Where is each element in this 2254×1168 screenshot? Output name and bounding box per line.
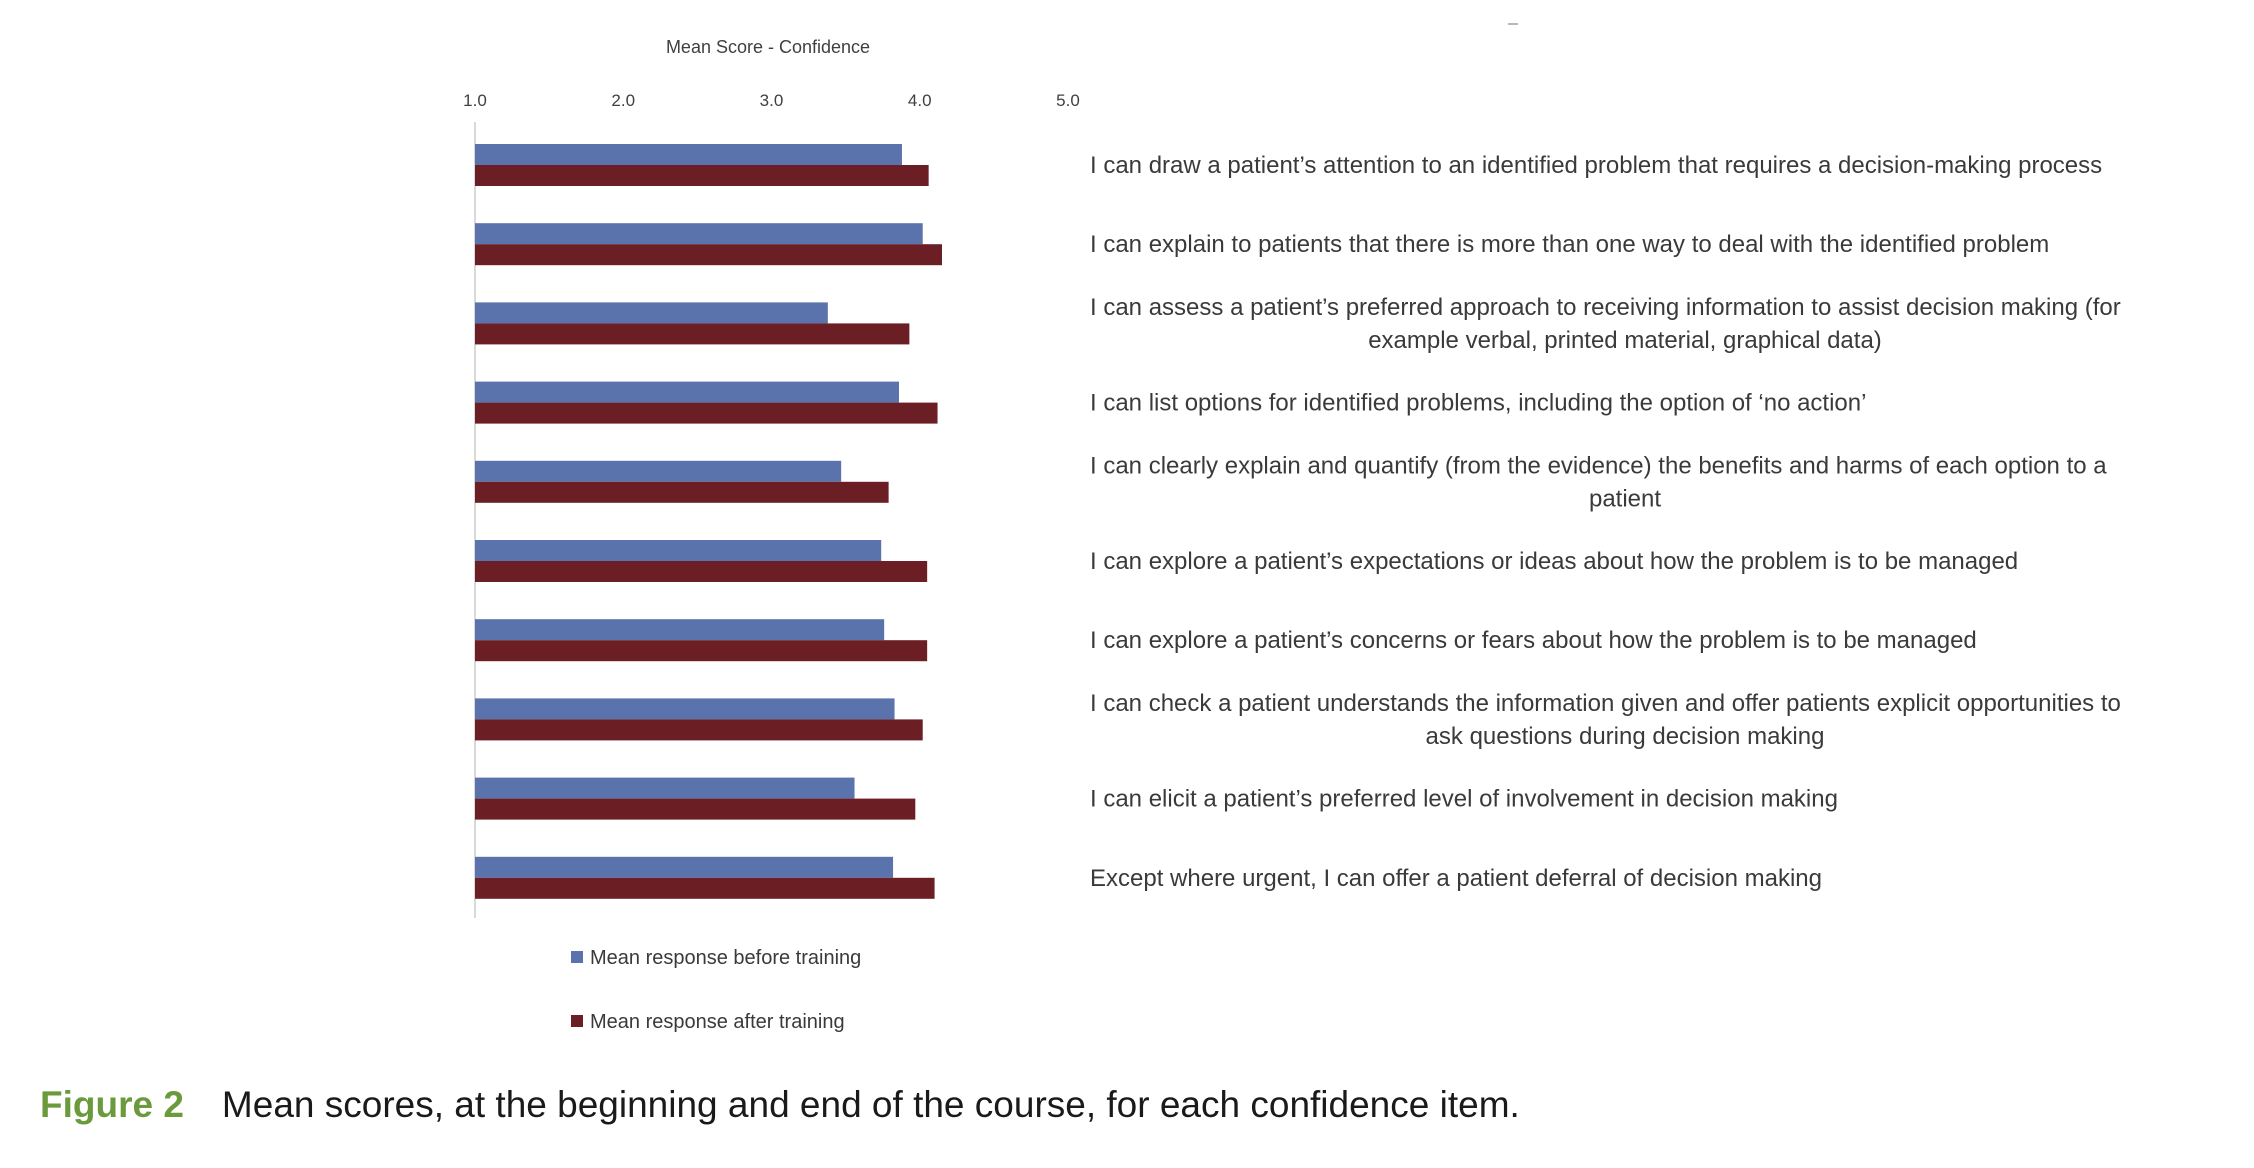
figure-caption: Figure 2 Mean scores, at the beginning an… xyxy=(40,1084,1520,1126)
bar-after-training xyxy=(475,244,942,266)
legend-swatch xyxy=(571,1015,583,1027)
item-label: ask questions during decision making xyxy=(1426,723,1825,750)
caption-label: Figure 2 xyxy=(40,1084,184,1125)
x-tick-label: 2.0 xyxy=(611,91,635,110)
top-dash-mark xyxy=(1508,23,1518,25)
legend-label: Mean response after training xyxy=(590,1011,845,1033)
item-label: I can draw a patient’s attention to an i… xyxy=(1090,152,2102,179)
item-label: I can explain to patients that there is … xyxy=(1090,231,2049,258)
bar-after-training xyxy=(475,877,935,899)
bar-after-training xyxy=(475,402,938,424)
bar-before-training xyxy=(475,856,894,878)
bar-before-training xyxy=(475,144,902,165)
item-label: I can explore a patient’s concerns or fe… xyxy=(1090,627,1977,654)
item-label: patient xyxy=(1589,485,1661,512)
item-label: example verbal, printed material, graphi… xyxy=(1368,327,1882,354)
item-label: I can elicit a patient’s preferred level… xyxy=(1090,786,1838,813)
chart-title: Mean Score - Confidence xyxy=(666,37,870,57)
x-tick-label: 3.0 xyxy=(760,91,784,110)
x-axis-ticks: 1.0 2.0 3.0 4.0 5.0 xyxy=(463,91,1080,110)
item-label: I can clearly explain and quantify (from… xyxy=(1090,452,2107,479)
item-label: I can explore a patient’s expectations o… xyxy=(1090,548,2018,575)
caption-text: Mean scores, at the beginning and end of… xyxy=(221,1084,1520,1125)
item-labels: I can draw a patient’s attention to an i… xyxy=(1090,152,2121,892)
confidence-chart: Mean Score - Confidence 1.0 2.0 3.0 4.0 5.0 … xyxy=(463,37,2121,1033)
bar-before-training xyxy=(475,619,885,641)
bar-after-training xyxy=(475,640,928,662)
bar-before-training xyxy=(475,540,882,561)
bar-before-training xyxy=(475,460,842,482)
legend: Mean response before training Mean respon… xyxy=(571,947,861,1033)
bar-before-training xyxy=(475,302,828,324)
bar-before-training xyxy=(475,223,923,245)
bar-after-training xyxy=(475,165,929,186)
legend-swatch xyxy=(571,951,583,963)
bar-before-training xyxy=(475,777,855,799)
item-label: I can check a patient understands the in… xyxy=(1090,690,2121,717)
bar-after-training xyxy=(475,561,928,582)
x-tick-label: 5.0 xyxy=(1056,91,1080,110)
x-tick-label: 1.0 xyxy=(463,91,487,110)
x-tick-label: 4.0 xyxy=(908,91,932,110)
bars xyxy=(475,144,942,899)
item-label: Except where urgent, I can offer a patie… xyxy=(1090,865,1822,892)
item-label: I can assess a patient’s preferred appro… xyxy=(1090,294,2121,321)
bar-after-training xyxy=(475,323,910,345)
bar-after-training xyxy=(475,719,923,741)
legend-label: Mean response before training xyxy=(590,947,861,969)
bar-before-training xyxy=(475,698,895,720)
bar-before-training xyxy=(475,381,899,403)
bar-after-training xyxy=(475,481,889,503)
item-label: I can list options for identified proble… xyxy=(1090,390,1866,417)
bar-after-training xyxy=(475,798,916,820)
